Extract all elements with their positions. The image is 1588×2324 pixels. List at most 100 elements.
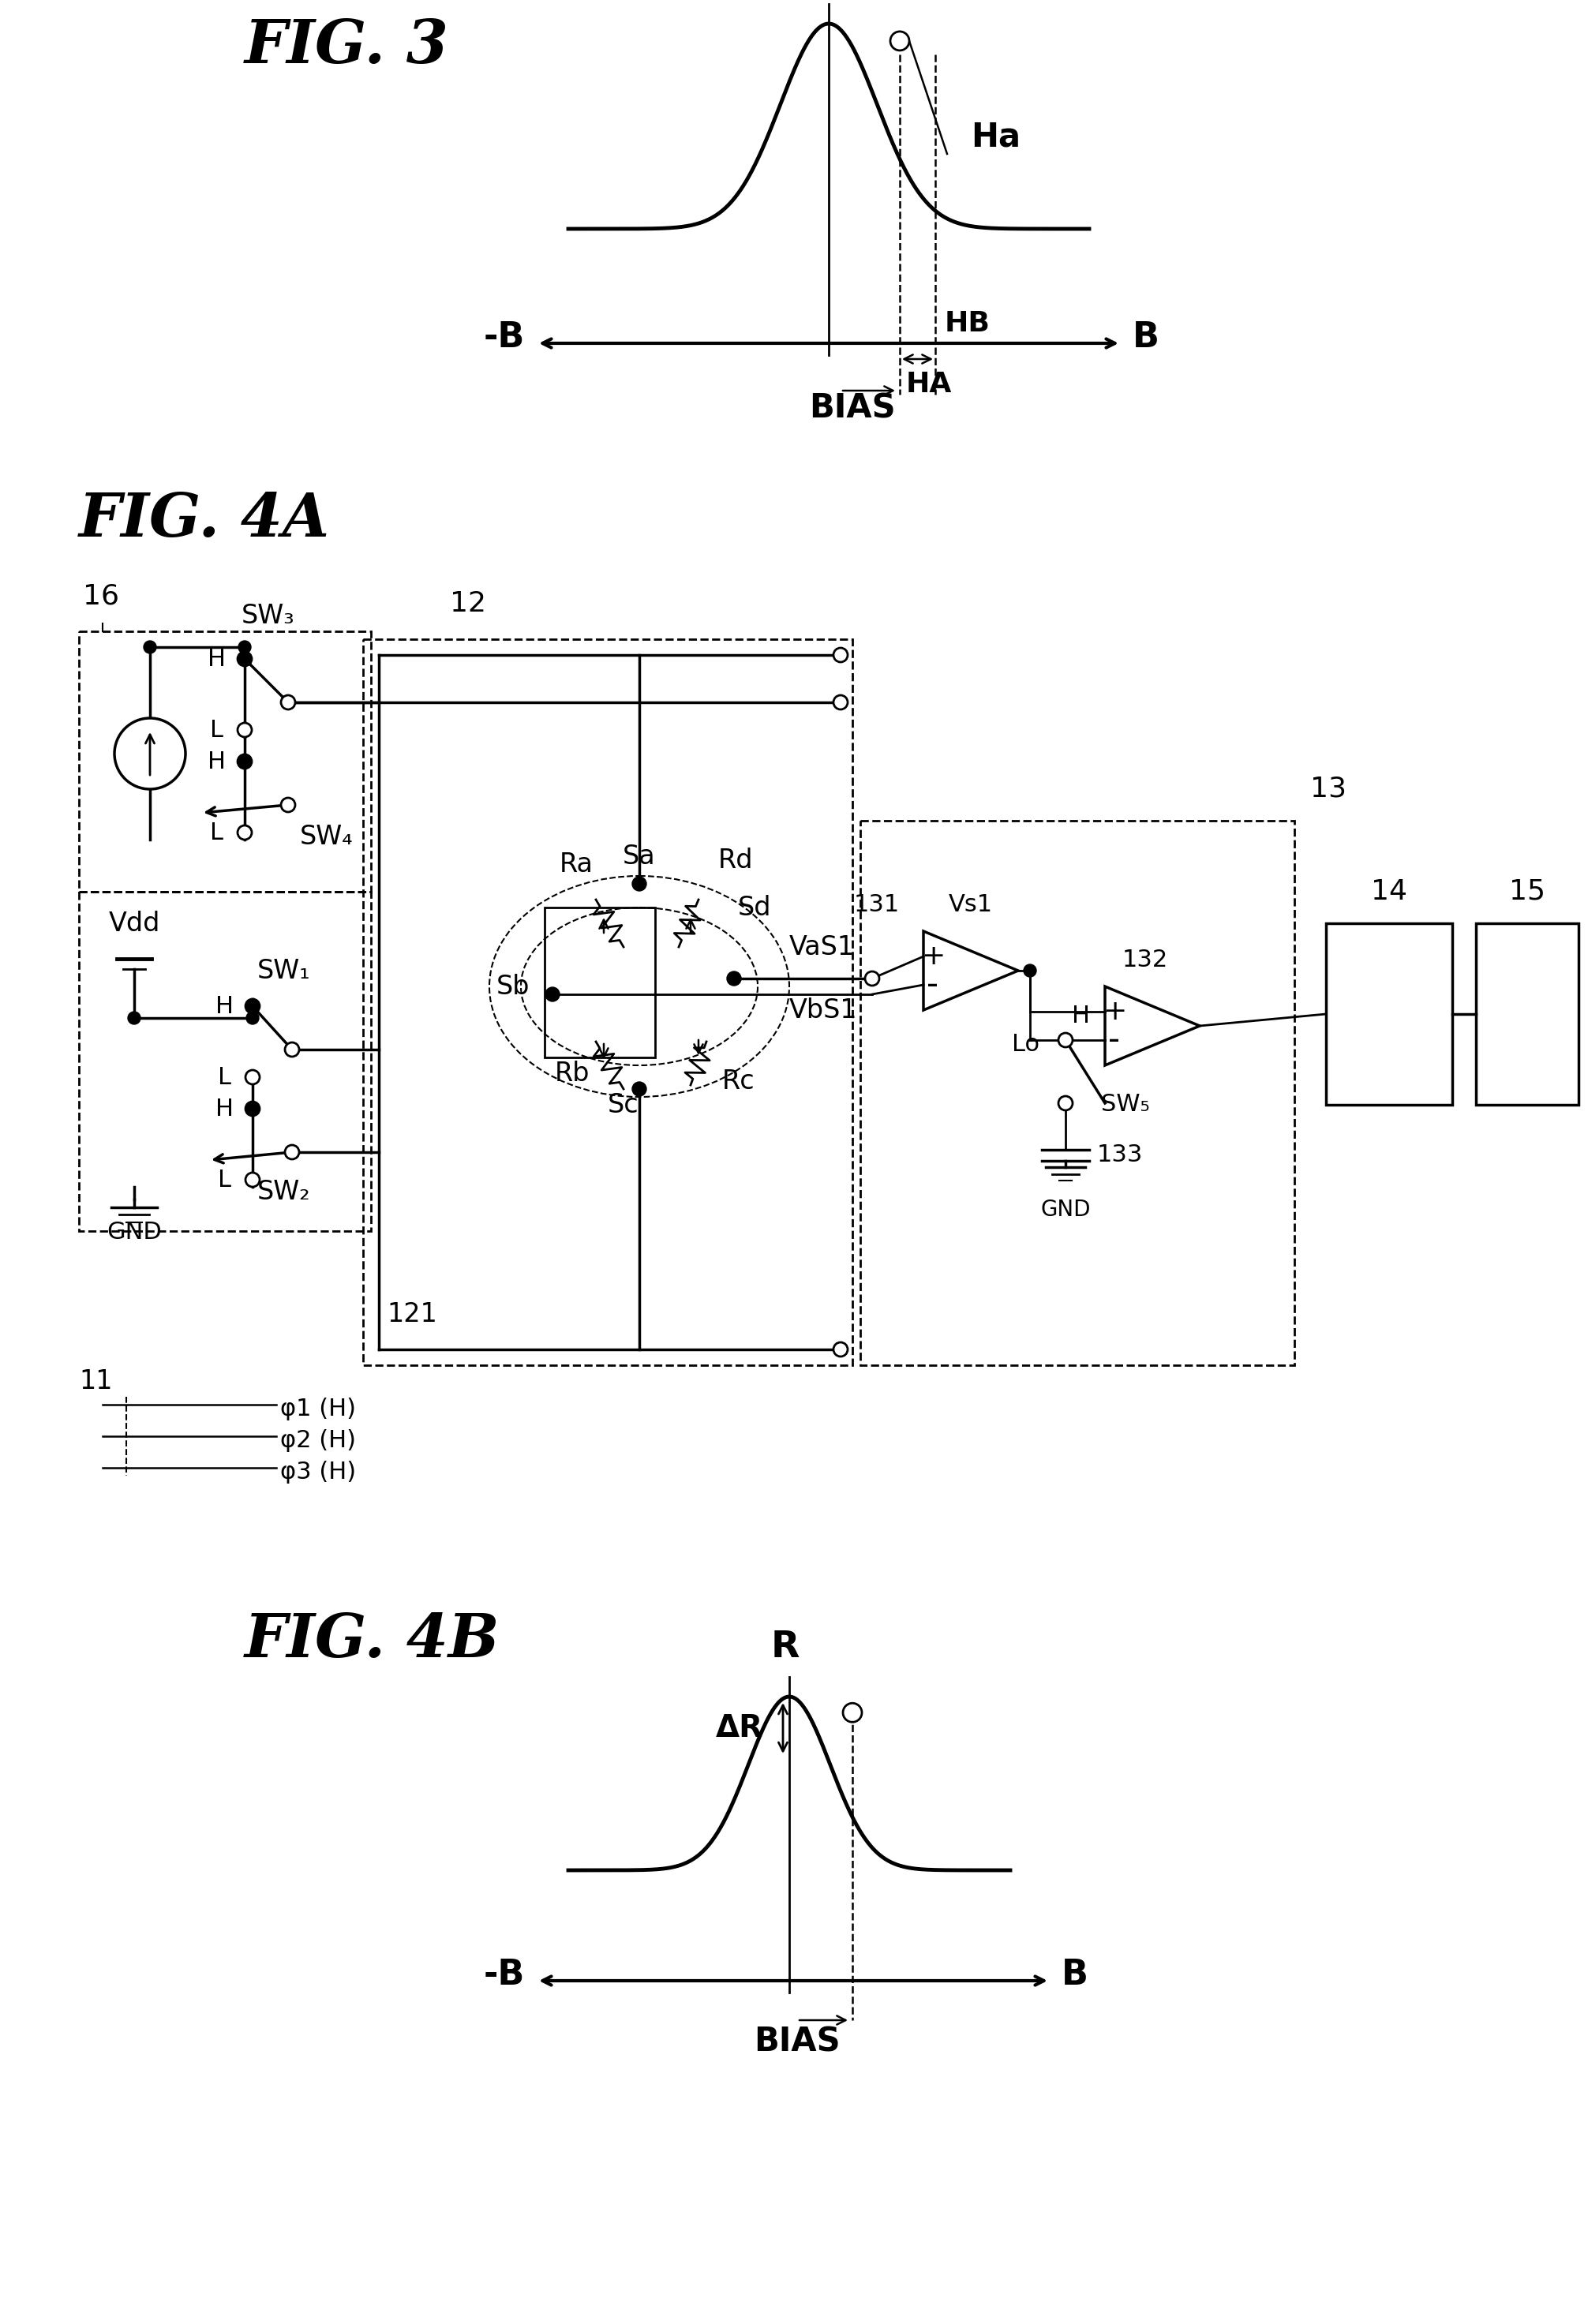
Text: 14: 14 — [1370, 878, 1407, 904]
Text: Vs1: Vs1 — [948, 892, 992, 916]
Text: φ1 (H): φ1 (H) — [279, 1397, 356, 1420]
Text: SW₄: SW₄ — [300, 823, 353, 851]
Text: 132: 132 — [1123, 948, 1169, 971]
Text: -: - — [927, 969, 939, 1002]
Text: Ra: Ra — [559, 851, 592, 878]
Text: GND: GND — [1040, 1199, 1091, 1220]
Circle shape — [238, 653, 251, 665]
Text: 11: 11 — [79, 1369, 113, 1394]
Bar — [79, 892, 372, 1232]
Text: BIAS: BIAS — [754, 2027, 840, 2059]
Circle shape — [246, 1069, 260, 1085]
Circle shape — [246, 1102, 260, 1116]
Circle shape — [891, 33, 910, 51]
Text: SW₁: SW₁ — [257, 957, 311, 983]
Text: GND: GND — [106, 1220, 162, 1243]
Text: Ha: Ha — [970, 121, 1021, 153]
Text: B: B — [1132, 321, 1159, 353]
Circle shape — [843, 1703, 862, 1722]
Text: φ2 (H): φ2 (H) — [279, 1429, 356, 1452]
Circle shape — [1059, 1032, 1072, 1048]
Text: Sd: Sd — [738, 895, 772, 920]
Text: SW₅: SW₅ — [1100, 1092, 1150, 1116]
Text: B: B — [1061, 1957, 1088, 1992]
Text: -B: -B — [483, 1957, 526, 1992]
Circle shape — [865, 971, 880, 985]
Circle shape — [238, 723, 252, 737]
Text: H: H — [1072, 1004, 1091, 1027]
Circle shape — [143, 641, 156, 653]
Circle shape — [727, 971, 742, 985]
Circle shape — [545, 988, 559, 1002]
Circle shape — [238, 651, 252, 667]
Text: 133: 133 — [1097, 1143, 1143, 1167]
Text: BIAS: BIAS — [810, 393, 896, 425]
Text: L: L — [218, 1067, 232, 1088]
Text: Rb: Rb — [554, 1060, 589, 1088]
Text: L: L — [210, 718, 224, 741]
Circle shape — [1024, 964, 1037, 976]
Text: HA: HA — [907, 372, 953, 397]
Circle shape — [238, 755, 252, 769]
Text: Rc: Rc — [723, 1069, 754, 1095]
Bar — [545, 906, 656, 1057]
Text: L: L — [210, 820, 224, 844]
Text: φ3 (H): φ3 (H) — [279, 1459, 356, 1483]
Text: SW₂: SW₂ — [257, 1178, 311, 1206]
Bar — [861, 820, 1294, 1364]
Circle shape — [246, 999, 260, 1013]
Text: R: R — [770, 1629, 800, 1664]
Text: 13: 13 — [1310, 776, 1347, 802]
Text: VbS1: VbS1 — [789, 997, 858, 1023]
Text: +: + — [1102, 999, 1126, 1025]
Bar — [79, 632, 372, 892]
Text: 131: 131 — [854, 892, 900, 916]
Text: Sc: Sc — [608, 1092, 638, 1118]
Text: -: - — [1108, 1023, 1121, 1057]
Text: Sb: Sb — [495, 974, 530, 999]
Circle shape — [281, 797, 295, 811]
Circle shape — [1059, 1097, 1072, 1111]
Text: FIG. 4B: FIG. 4B — [245, 1611, 500, 1671]
Circle shape — [284, 1043, 299, 1057]
Text: Sa: Sa — [622, 844, 656, 869]
Circle shape — [834, 648, 848, 662]
Circle shape — [834, 1343, 848, 1357]
Text: -B: -B — [483, 321, 526, 353]
Text: VaS1: VaS1 — [789, 934, 854, 960]
Circle shape — [246, 1174, 260, 1188]
Text: HB: HB — [945, 309, 991, 337]
Circle shape — [129, 1011, 140, 1025]
Circle shape — [284, 1146, 299, 1160]
Text: 16: 16 — [83, 583, 119, 609]
Text: 15: 15 — [1509, 878, 1545, 904]
Text: 121: 121 — [387, 1301, 437, 1327]
Circle shape — [246, 999, 259, 1013]
Text: H: H — [216, 995, 233, 1018]
Circle shape — [246, 1011, 259, 1025]
Text: H: H — [208, 751, 225, 774]
Circle shape — [238, 641, 251, 653]
Text: ΔR: ΔR — [716, 1713, 764, 1743]
Text: FIG. 4A: FIG. 4A — [79, 490, 330, 548]
Text: 12: 12 — [449, 590, 486, 618]
Text: L: L — [218, 1169, 232, 1192]
Text: H: H — [208, 648, 225, 669]
Text: SW₃: SW₃ — [241, 602, 295, 630]
Text: H: H — [216, 1097, 233, 1120]
Circle shape — [238, 825, 252, 839]
Bar — [364, 639, 853, 1364]
Bar — [1475, 923, 1578, 1104]
Text: Vdd: Vdd — [108, 911, 160, 937]
Circle shape — [632, 876, 646, 890]
Circle shape — [834, 695, 848, 709]
Circle shape — [238, 755, 251, 767]
Text: +: + — [921, 944, 945, 969]
Text: Rd: Rd — [718, 848, 753, 874]
Circle shape — [632, 1083, 646, 1097]
Circle shape — [246, 1102, 259, 1116]
Bar — [1326, 923, 1453, 1104]
Text: FIG. 3: FIG. 3 — [245, 16, 449, 77]
Text: Lo: Lo — [1012, 1032, 1040, 1055]
Circle shape — [114, 718, 186, 790]
